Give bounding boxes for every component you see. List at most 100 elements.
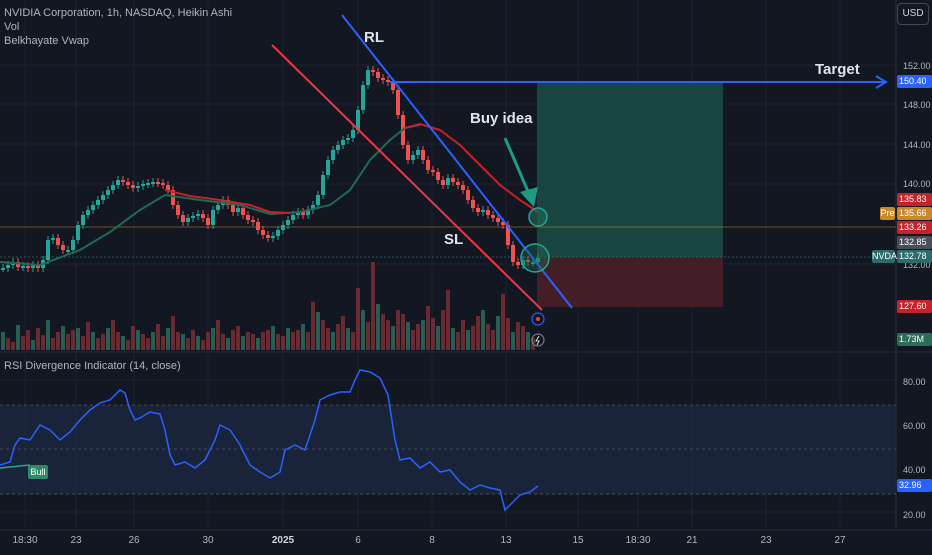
candle-body bbox=[51, 238, 55, 240]
candle-body bbox=[241, 208, 245, 215]
price-axis[interactable]: 152.00 148.00 144.00 140.00 132.00 bbox=[903, 61, 931, 270]
volume-bar bbox=[101, 334, 105, 350]
volume-bar bbox=[91, 332, 95, 350]
candle-body bbox=[476, 208, 480, 212]
candle-body bbox=[71, 240, 75, 250]
candle-body bbox=[511, 245, 515, 262]
sl-label: SL bbox=[444, 231, 464, 248]
volume-bar bbox=[36, 328, 40, 350]
volume-bar bbox=[381, 314, 385, 350]
volume-bar bbox=[196, 336, 200, 350]
rsi-label-60: 60.00 bbox=[903, 421, 926, 431]
volume-indicator-label[interactable]: Vol bbox=[4, 21, 20, 33]
candle-body bbox=[356, 110, 360, 130]
candle-body bbox=[86, 210, 90, 215]
volume-bar bbox=[261, 332, 265, 350]
volume-bar bbox=[301, 324, 305, 350]
volume-bar bbox=[231, 330, 235, 350]
candle-body bbox=[506, 225, 510, 245]
trendline-blue[interactable] bbox=[341, 14, 573, 309]
candle-body bbox=[406, 145, 410, 160]
time-label: 23 bbox=[70, 535, 82, 546]
candle-body bbox=[521, 260, 525, 265]
volume-bar bbox=[446, 290, 450, 350]
candle-body bbox=[121, 180, 125, 182]
volume-bar bbox=[46, 320, 50, 350]
price-label-144: 144.00 bbox=[903, 140, 931, 150]
vwap-red-segment bbox=[404, 122, 539, 213]
rsi-legend[interactable]: RSI Divergence Indicator (14, close) bbox=[4, 360, 181, 372]
rsi-label-80: 80.00 bbox=[903, 377, 926, 387]
candle-body bbox=[31, 265, 35, 268]
candle-body bbox=[316, 195, 320, 205]
price-label-132: 132.00 bbox=[903, 260, 931, 270]
volume-bar bbox=[191, 330, 195, 350]
dividend-icon[interactable] bbox=[531, 312, 545, 326]
time-label: 6 bbox=[355, 535, 361, 546]
candle-body bbox=[351, 130, 355, 138]
volume-bar bbox=[21, 336, 25, 350]
volume-bar bbox=[246, 332, 250, 350]
candle-body bbox=[426, 160, 430, 170]
volume-bar bbox=[376, 304, 380, 350]
candle-body bbox=[91, 205, 95, 210]
volume-bar bbox=[361, 310, 365, 350]
target-label: Target bbox=[815, 61, 860, 78]
candle-body bbox=[196, 214, 200, 216]
volume-bar bbox=[26, 330, 30, 350]
volume-bars bbox=[1, 262, 535, 350]
vwap-indicator-label[interactable]: Belkhayate Vwap bbox=[4, 35, 89, 47]
entry-circle-upper[interactable] bbox=[528, 207, 548, 227]
volume-bar bbox=[161, 336, 165, 350]
rsi-axis[interactable]: 80.00 60.00 40.00 20.00 bbox=[903, 377, 926, 520]
currency-button[interactable]: USD bbox=[897, 3, 929, 25]
symbol-title[interactable]: NVIDIA Corporation, 1h, NASDAQ, Heikin A… bbox=[4, 7, 233, 19]
price-label-148: 148.00 bbox=[903, 100, 931, 110]
time-label: 21 bbox=[686, 535, 698, 546]
candle-body bbox=[451, 178, 455, 182]
entry-circle-lower[interactable] bbox=[520, 243, 550, 273]
volume-bar bbox=[96, 338, 100, 350]
candle-body bbox=[131, 185, 135, 188]
time-label: 23 bbox=[760, 535, 772, 546]
volume-bar bbox=[31, 340, 35, 350]
red-level-tag: 135.83 bbox=[897, 193, 932, 206]
candle-body bbox=[151, 182, 155, 184]
candle-body bbox=[156, 182, 160, 184]
volume-bar bbox=[326, 328, 330, 350]
chart-legend[interactable]: NVIDIA Corporation, 1h, NASDAQ, Heikin A… bbox=[4, 6, 232, 48]
rsi-line bbox=[0, 369, 539, 512]
volume-bar bbox=[71, 330, 75, 350]
candle-body bbox=[281, 225, 285, 230]
volume-bar bbox=[1, 332, 5, 350]
candle-body bbox=[326, 160, 330, 175]
trendline-red[interactable] bbox=[271, 44, 543, 311]
time-axis[interactable]: 18:30 23 26 30 2025 6 8 13 15 18:30 21 2… bbox=[12, 535, 846, 546]
candle-body bbox=[421, 150, 425, 160]
volume-bar bbox=[256, 338, 260, 350]
candle-body bbox=[336, 145, 340, 150]
volume-bar bbox=[311, 302, 315, 350]
time-label: 27 bbox=[834, 535, 846, 546]
candle-body bbox=[1, 268, 5, 270]
time-label: 15 bbox=[572, 535, 584, 546]
candle-body bbox=[371, 70, 375, 72]
earnings-icon[interactable] bbox=[531, 333, 545, 347]
candle-body bbox=[461, 185, 465, 190]
candle-body bbox=[291, 215, 295, 220]
volume-bar bbox=[451, 328, 455, 350]
candle-body bbox=[21, 266, 25, 268]
candle-body bbox=[456, 182, 460, 185]
candle-body bbox=[76, 225, 80, 240]
volume-bar bbox=[516, 322, 520, 350]
target-price-tag: 150.40 bbox=[897, 75, 932, 88]
candle-body bbox=[186, 218, 190, 222]
rsi-label-40: 40.00 bbox=[903, 465, 926, 475]
candle-body bbox=[161, 183, 165, 185]
volume-bar bbox=[526, 332, 530, 350]
stop-zone bbox=[537, 257, 723, 307]
candle-body bbox=[536, 258, 540, 262]
volume-bar bbox=[346, 328, 350, 350]
